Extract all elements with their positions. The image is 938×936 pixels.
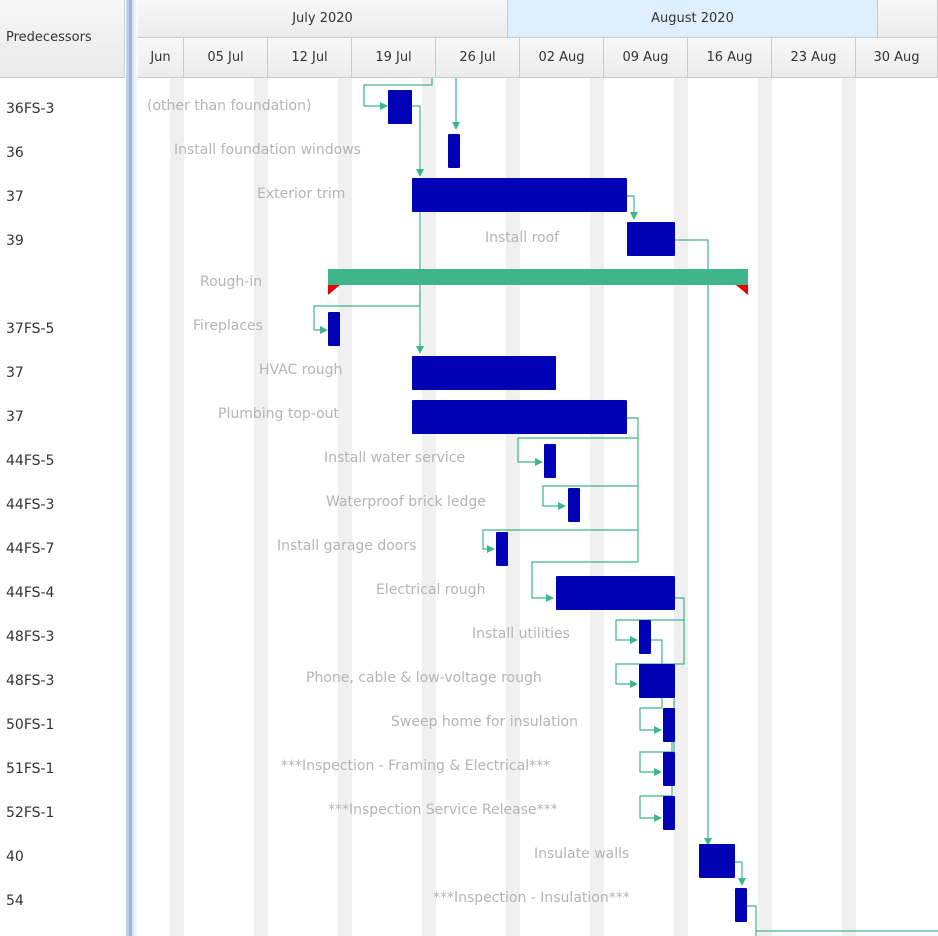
task-label[interactable]: ***Inspection Service Release*** [328, 802, 558, 818]
predecessor-cell[interactable]: 37 [6, 189, 24, 205]
weekend-shade [506, 78, 520, 936]
pane-splitter[interactable] [126, 0, 138, 936]
gantt-chart: July 2020 August 2020 Jun 05 Jul 12 Jul … [138, 0, 938, 936]
link-line[interactable] [313, 290, 421, 334]
predecessor-cell[interactable]: 37 [6, 365, 24, 381]
task-bar[interactable] [627, 222, 675, 256]
task-bar[interactable] [663, 708, 675, 742]
predecessor-cell[interactable]: 44FS-4 [6, 585, 55, 601]
predecessors-pane: Predecessors 36FS-3 36 37 39 37FS-5 37 3… [0, 0, 126, 936]
task-bar[interactable] [412, 400, 627, 434]
weekend-shade [338, 78, 352, 936]
link-line[interactable] [627, 195, 638, 220]
week-header[interactable]: Jun [138, 38, 184, 78]
predecessors-column-header[interactable]: Predecessors [0, 0, 125, 78]
week-header[interactable]: 26 Jul [436, 38, 520, 78]
link-line[interactable] [412, 105, 424, 177]
weekend-shade [170, 78, 184, 936]
task-label[interactable]: Install foundation windows [174, 142, 361, 158]
week-header[interactable]: 09 Aug [604, 38, 688, 78]
task-label[interactable]: Rough-in [200, 274, 263, 290]
task-bar[interactable] [639, 664, 675, 698]
predecessor-cell[interactable]: 48FS-3 [6, 629, 55, 645]
task-label[interactable]: Install utilities [472, 626, 570, 642]
weekend-shade [842, 78, 856, 936]
task-label[interactable]: Plumbing top-out [218, 406, 340, 422]
task-bar[interactable] [663, 752, 675, 786]
task-bar[interactable] [663, 796, 675, 830]
task-label[interactable]: Phone, cable & low-voltage rough [306, 670, 542, 686]
task-label[interactable]: Install water service [324, 450, 466, 466]
task-label[interactable]: Sweep home for insulation [391, 714, 578, 730]
task-bar[interactable] [699, 844, 735, 878]
task-bar[interactable] [412, 178, 627, 212]
month-header-august[interactable]: August 2020 [508, 0, 878, 38]
link-line[interactable] [615, 620, 685, 688]
link-line[interactable] [542, 485, 638, 510]
summary-end-marker [736, 285, 748, 295]
task-bar[interactable] [735, 888, 747, 922]
predecessor-cell[interactable]: 48FS-3 [6, 673, 55, 689]
weekend-shade [590, 78, 604, 936]
link-line[interactable] [675, 239, 712, 846]
weekend-shade [254, 78, 268, 936]
task-label[interactable]: Install roof [485, 230, 560, 246]
predecessor-cell[interactable]: 50FS-1 [6, 717, 55, 733]
link-line[interactable] [363, 78, 433, 110]
predecessor-cell[interactable]: 44FS-5 [6, 453, 55, 469]
link-line[interactable] [482, 529, 638, 553]
task-bar[interactable] [544, 444, 556, 478]
dependency-links [313, 78, 938, 936]
month-header-july[interactable]: July 2020 [138, 0, 508, 38]
link-line[interactable] [747, 905, 757, 936]
week-header[interactable]: 16 Aug [688, 38, 772, 78]
link-line[interactable] [639, 639, 663, 734]
weekend-shade [758, 78, 772, 936]
task-label[interactable]: ***Inspection - Insulation*** [433, 890, 630, 906]
task-bar[interactable] [412, 356, 556, 390]
task-label[interactable]: (other than foundation) [147, 98, 312, 114]
task-label[interactable]: ***Inspection - Framing & Electrical*** [281, 758, 551, 774]
task-label[interactable]: Install garage doors [277, 538, 417, 554]
task-label[interactable]: Insulate walls [534, 846, 630, 862]
task-bar[interactable] [639, 620, 651, 654]
link-line[interactable] [531, 417, 639, 602]
predecessor-cell[interactable]: 54 [6, 893, 24, 909]
task-label[interactable]: Exterior trim [257, 186, 346, 202]
pane-splitter-handle[interactable] [129, 0, 132, 936]
task-bar[interactable] [556, 576, 675, 610]
week-header[interactable]: 12 Jul [268, 38, 352, 78]
predecessor-cell[interactable]: 36 [6, 145, 24, 161]
task-bar[interactable] [448, 134, 460, 168]
predecessor-cell[interactable]: 37FS-5 [6, 321, 55, 337]
weekend-shade [422, 78, 436, 936]
predecessor-cell[interactable]: 36FS-3 [6, 101, 55, 117]
task-bar[interactable] [328, 312, 340, 346]
link-line[interactable] [517, 437, 638, 466]
predecessor-cell[interactable]: 51FS-1 [6, 761, 55, 777]
task-label[interactable]: HVAC rough [259, 362, 343, 378]
week-header[interactable]: 19 Jul [352, 38, 436, 78]
task-bar[interactable] [568, 488, 580, 522]
task-label[interactable]: Fireplaces [193, 318, 263, 334]
predecessor-cell[interactable]: 52FS-1 [6, 805, 55, 821]
task-bar[interactable] [388, 90, 412, 124]
predecessor-cell[interactable]: 40 [6, 849, 24, 865]
predecessor-cell[interactable]: 44FS-3 [6, 497, 55, 513]
summary-bar[interactable] [328, 269, 748, 285]
week-header[interactable]: 23 Aug [772, 38, 856, 78]
week-header[interactable]: 02 Aug [520, 38, 604, 78]
task-bar[interactable] [496, 532, 508, 566]
weekend-shade [674, 78, 688, 936]
task-label[interactable]: Electrical rough [376, 582, 486, 598]
predecessor-cell[interactable]: 37 [6, 409, 24, 425]
summary-start-marker [328, 285, 340, 295]
week-header[interactable]: 05 Jul [184, 38, 268, 78]
task-label[interactable]: Waterproof brick ledge [326, 494, 486, 510]
predecessor-cell[interactable]: 39 [6, 233, 24, 249]
week-header[interactable]: 30 Aug [856, 38, 938, 78]
predecessor-cell[interactable]: 44FS-7 [6, 541, 55, 557]
link-line[interactable] [734, 861, 746, 886]
predecessors-header-label: Predecessors [6, 30, 92, 45]
